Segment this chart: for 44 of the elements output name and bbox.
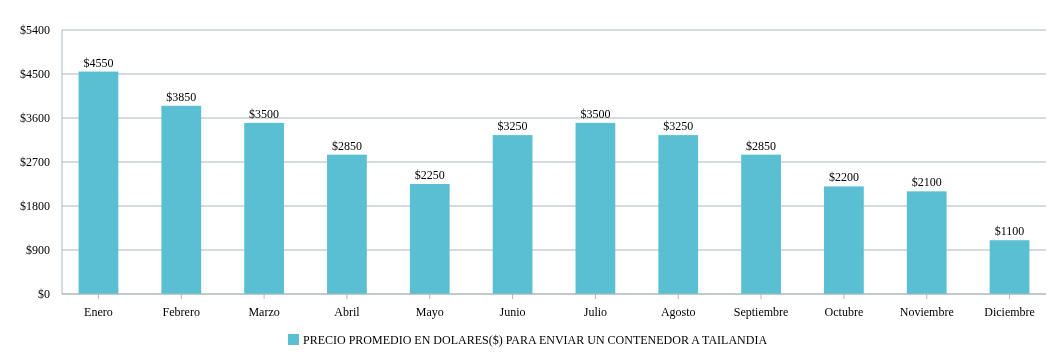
bar (409, 184, 450, 294)
x-tick-label: Marzo (248, 305, 280, 319)
data-label: $2100 (911, 175, 942, 190)
bar (658, 135, 699, 294)
x-tick-label: Agosto (660, 305, 696, 319)
data-label: $3850 (166, 89, 197, 104)
bar (906, 191, 947, 294)
data-label: $2850 (746, 138, 777, 153)
bar (741, 154, 781, 294)
x-tick-label: Junio (499, 305, 526, 319)
x-tick-label: Abril (334, 305, 361, 319)
bar (575, 122, 616, 294)
x-tick-label: Octubre (824, 305, 864, 319)
x-tick-label: Septiembre (733, 305, 789, 319)
x-tick-label: Diciembre (984, 305, 1035, 319)
x-tick-label: Enero (84, 305, 113, 319)
y-tick-label: $4500 (20, 67, 50, 82)
data-label: $3250 (663, 119, 694, 134)
data-label: $3500 (580, 106, 611, 121)
bar (989, 240, 1030, 294)
y-tick-label: $2700 (20, 155, 50, 170)
y-tick-label: $1800 (20, 199, 50, 214)
bar (244, 122, 284, 294)
y-tick-label: $5400 (20, 23, 50, 38)
data-label: $1100 (994, 224, 1025, 239)
data-label: $2200 (828, 170, 859, 185)
bar (327, 154, 367, 294)
legend-label: PRECIO PROMEDIO EN DOLARES($) PARA ENVIAR UN CONTENEDOR A TAILANDIA (303, 333, 768, 347)
y-tick-label: $900 (26, 243, 50, 258)
bar (824, 186, 864, 294)
data-label: $2850 (331, 138, 362, 153)
data-label: $3250 (497, 119, 528, 134)
x-tick-label: Julio (583, 305, 608, 319)
data-label: $3500 (249, 106, 280, 121)
bar (78, 71, 119, 294)
x-tick-label: Febrero (162, 305, 200, 319)
x-tick-label: Mayo (415, 305, 444, 319)
bar (161, 105, 202, 294)
data-label: $4550 (83, 55, 114, 70)
y-tick-label: $3600 (20, 111, 50, 126)
data-label: $2250 (414, 168, 445, 182)
y-tick-label: $0 (38, 287, 50, 302)
bar (492, 135, 533, 294)
x-tick-label: Noviembre (899, 305, 954, 319)
